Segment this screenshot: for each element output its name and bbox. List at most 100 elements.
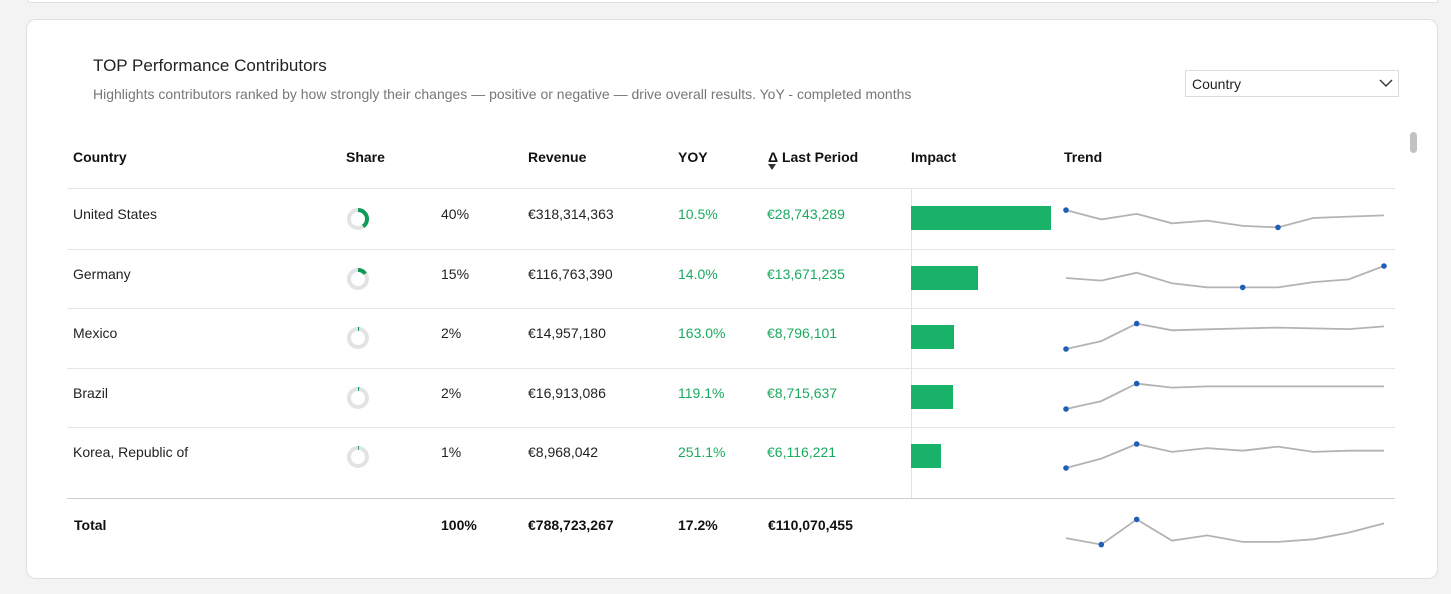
row-divider [67, 308, 1395, 309]
trend-marker [1239, 284, 1246, 290]
trend-sparkline [1065, 262, 1387, 290]
total-trend-sparkline [1065, 516, 1385, 548]
trend-sparkline [1063, 207, 1385, 231]
total-revenue: €788,723,267 [528, 517, 614, 533]
total-last-period: €110,070,455 [768, 517, 853, 533]
table-row[interactable]: Germany 15% €116,763,390 14.0% €13,671,235 [67, 249, 1395, 308]
table-row[interactable]: Mexico 2% €14,957,180 163.0% €8,796,101 [67, 308, 1395, 367]
total-label: Total [74, 517, 107, 533]
share-donut-chart [347, 327, 369, 350]
row-revenue: €8,968,042 [528, 444, 599, 461]
share-donut-chart [347, 208, 369, 230]
trend-line [1065, 382, 1384, 410]
panel-title: TOP Performance Contributors [93, 56, 327, 75]
previous-panel-edge [28, 0, 1438, 3]
trend-sparkline [1063, 380, 1384, 412]
column-header-last-period[interactable]: Δ Last Period [768, 149, 859, 165]
total-trend-line [1065, 518, 1385, 546]
share-donut-arc [347, 327, 369, 350]
row-country: United States [73, 206, 158, 222]
trend-sparkline [1063, 441, 1384, 472]
impact-bar [911, 206, 1051, 230]
row-share-label: 1% [441, 444, 462, 461]
table-scrollbar[interactable] [1410, 132, 1417, 153]
trend-marker [1275, 224, 1281, 231]
column-header-country[interactable]: Country [73, 149, 127, 165]
row-revenue: €16,913,086 [528, 384, 606, 401]
trend-marker [1133, 380, 1140, 387]
total-divider [67, 498, 1395, 499]
row-revenue: €116,763,390 [528, 265, 613, 282]
row-share-label: 15% [441, 265, 470, 282]
trend-marker [1381, 262, 1387, 269]
total-yoy: 17.2% [678, 517, 718, 533]
share-donut-arc [347, 267, 369, 290]
column-header-impact[interactable]: Impact [911, 149, 957, 165]
row-yoy: 251.1% [678, 444, 726, 461]
row-last-period: €6,116,221 [767, 444, 837, 461]
dropdown-selected-value: Country [1192, 76, 1242, 92]
trend-marker [1063, 405, 1069, 412]
row-divider [67, 427, 1395, 428]
share-donut-arc [347, 208, 369, 230]
trend-line [1065, 209, 1385, 229]
column-header-yoy[interactable]: YOY [678, 149, 708, 165]
share-donut-track [347, 446, 369, 469]
trend-line [1065, 443, 1384, 470]
share-donut-chart [347, 446, 369, 469]
trend-sparkline [1063, 320, 1385, 352]
row-last-period: €8,796,101 [767, 325, 838, 342]
chevron-down-icon [1379, 79, 1393, 87]
total-share: 100% [441, 517, 477, 533]
share-donut-track [347, 327, 369, 350]
share-donut-arc [347, 386, 369, 409]
row-country: Korea, Republic of [73, 444, 189, 461]
impact-bar [911, 444, 941, 469]
column-header-trend[interactable]: Trend [1064, 149, 1103, 165]
row-revenue: €14,957,180 [528, 325, 606, 342]
top-contributors-panel: TOP Performance Contributors Highlights … [26, 19, 1438, 579]
table-row[interactable]: Brazil 2% €16,913,086 119.1% €8,715,637 [67, 368, 1395, 427]
panel-subtitle: Highlights contributors ranked by how st… [93, 86, 912, 102]
row-country: Brazil [73, 384, 109, 401]
trend-marker [1063, 465, 1069, 472]
row-divider [67, 368, 1395, 369]
share-donut-track [347, 386, 369, 409]
row-divider [67, 249, 1395, 250]
trend-marker [1133, 441, 1140, 448]
trend-marker [1063, 207, 1069, 213]
total-trend-marker [1098, 541, 1105, 548]
row-last-period: €8,715,637 [767, 384, 838, 401]
column-header-revenue[interactable]: Revenue [528, 149, 587, 165]
table-row[interactable]: Korea, Republic of 1% €8,968,042 251.1% €6,1… [67, 427, 1395, 486]
row-yoy: 119.1% [678, 384, 725, 401]
row-share-label: 2% [441, 384, 462, 401]
row-country: Mexico [73, 325, 118, 342]
row-yoy: 10.5% [678, 206, 718, 222]
row-country: Germany [73, 265, 131, 282]
trend-marker [1133, 320, 1140, 327]
share-donut-arc [347, 446, 369, 469]
row-share-label: 40% [441, 206, 470, 222]
dimension-dropdown[interactable]: Country [1185, 70, 1399, 97]
trend-marker [1063, 346, 1069, 352]
trend-line [1065, 322, 1385, 351]
row-yoy: 14.0% [678, 265, 718, 282]
header-divider [67, 188, 1395, 189]
sort-down-icon [768, 164, 776, 170]
impact-bar [911, 384, 953, 409]
row-last-period: €28,743,289 [767, 206, 845, 222]
impact-bar [911, 265, 978, 290]
total-row: Total 100% €788,723,267 17.2% €110,070,4… [67, 499, 1395, 558]
row-yoy: 163.0% [678, 325, 726, 342]
column-header-share[interactable]: Share [346, 149, 385, 165]
share-donut-chart [347, 386, 369, 409]
row-last-period: €13,671,235 [767, 265, 845, 282]
row-share-label: 2% [441, 325, 462, 342]
share-donut-chart [347, 267, 369, 290]
row-revenue: €318,314,363 [528, 206, 614, 222]
total-trend-marker [1133, 516, 1140, 523]
impact-bar [911, 325, 954, 350]
trend-line [1065, 264, 1385, 288]
table-row[interactable]: United States 40% €318,314,363 10.5% €28,743… [67, 189, 1395, 248]
